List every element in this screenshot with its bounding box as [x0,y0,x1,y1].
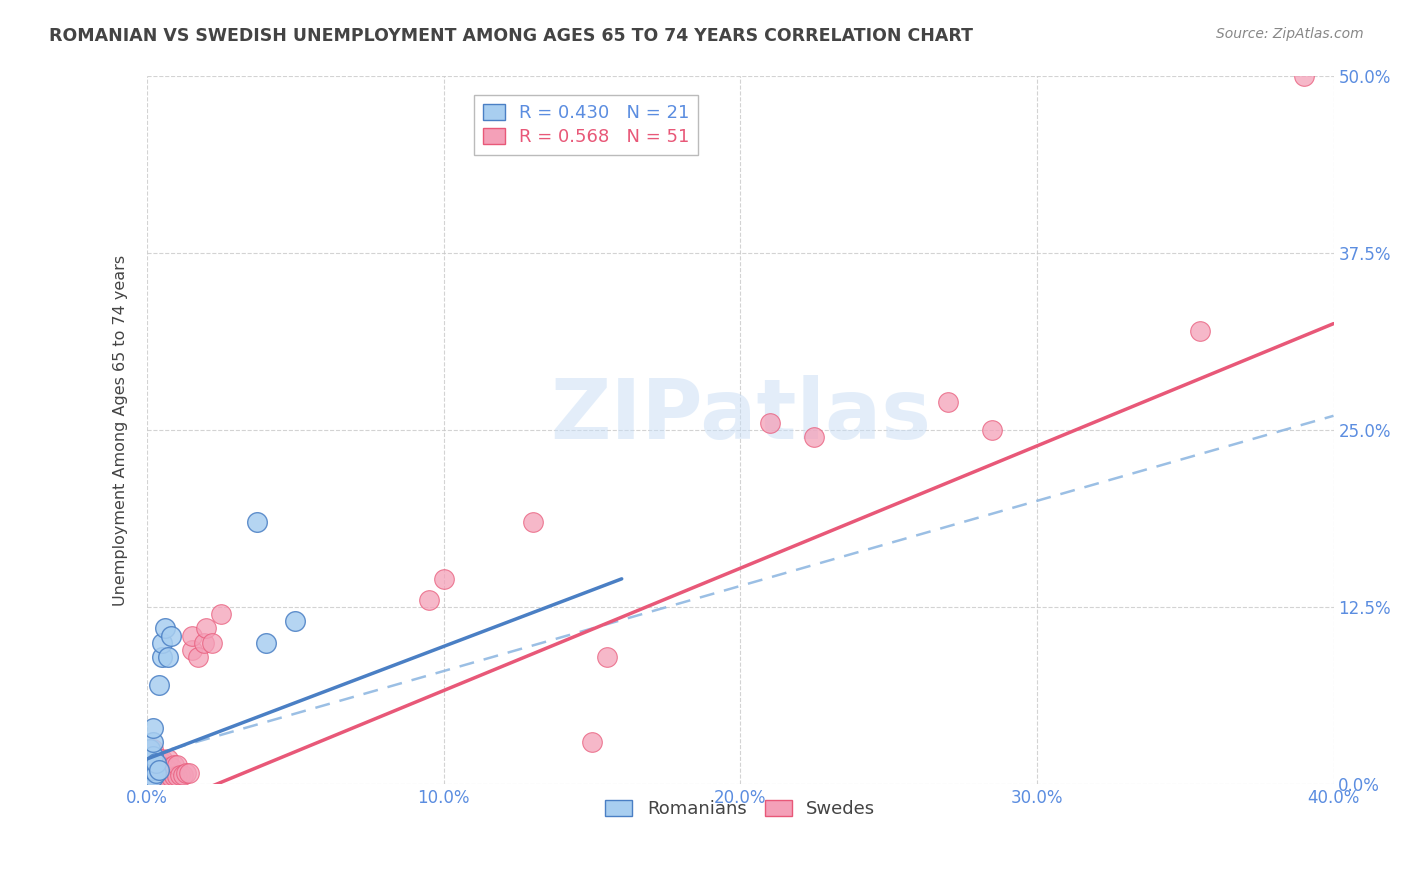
Swedes [145,766,167,780]
Swedes [169,767,191,781]
Romanians [142,749,165,764]
Swedes [150,752,173,766]
Romanians [142,764,165,778]
Romanians [160,629,183,643]
Swedes [148,764,170,778]
Swedes [201,635,224,649]
Swedes [166,769,188,783]
Swedes [145,773,167,788]
Romanians [284,615,307,629]
Romanians [139,742,162,756]
Swedes [156,764,179,778]
Swedes [150,772,173,786]
Swedes [139,756,162,771]
Swedes [150,764,173,778]
Swedes [163,757,186,772]
Swedes [166,757,188,772]
Romanians [145,766,167,780]
Text: Source: ZipAtlas.com: Source: ZipAtlas.com [1216,27,1364,41]
Swedes [803,430,825,444]
Swedes [142,742,165,756]
Swedes [153,770,176,784]
Romanians [139,770,162,784]
Romanians [150,635,173,649]
Swedes [156,772,179,786]
Legend: Romanians, Swedes: Romanians, Swedes [598,792,883,825]
Romanians [246,515,269,529]
Swedes [174,766,197,780]
Romanians [156,649,179,664]
Romanians [139,764,162,778]
Swedes [1292,69,1315,83]
Swedes [759,416,782,430]
Romanians [142,770,165,784]
Romanians [148,678,170,692]
Swedes [139,774,162,789]
Swedes [160,760,183,774]
Swedes [163,769,186,783]
Swedes [433,572,456,586]
Swedes [936,394,959,409]
Swedes [418,593,440,607]
Romanians [142,721,165,735]
Swedes [142,767,165,781]
Swedes [142,760,165,774]
Swedes [172,767,194,781]
Swedes [142,752,165,766]
Swedes [180,629,202,643]
Swedes [148,752,170,766]
Romanians [254,635,277,649]
Swedes [195,622,218,636]
Swedes [1189,324,1212,338]
Swedes [139,764,162,778]
Text: ZIPatlas: ZIPatlas [550,376,931,457]
Swedes [145,756,167,771]
Swedes [209,607,232,622]
Romanians [139,756,162,771]
Swedes [148,770,170,784]
Romanians [142,735,165,749]
Swedes [153,760,176,774]
Swedes [187,649,209,664]
Swedes [156,752,179,766]
Swedes [160,770,183,784]
Swedes [180,642,202,657]
Swedes [596,649,619,664]
Swedes [142,773,165,788]
Swedes [581,735,603,749]
Swedes [522,515,544,529]
Romanians [148,764,170,778]
Romanians [145,756,167,771]
Swedes [139,770,162,784]
Y-axis label: Unemployment Among Ages 65 to 74 years: Unemployment Among Ages 65 to 74 years [114,254,128,606]
Romanians [153,622,176,636]
Romanians [150,649,173,664]
Swedes [193,635,215,649]
Swedes [981,423,1004,437]
Swedes [177,766,200,780]
Text: ROMANIAN VS SWEDISH UNEMPLOYMENT AMONG AGES 65 TO 74 YEARS CORRELATION CHART: ROMANIAN VS SWEDISH UNEMPLOYMENT AMONG A… [49,27,973,45]
